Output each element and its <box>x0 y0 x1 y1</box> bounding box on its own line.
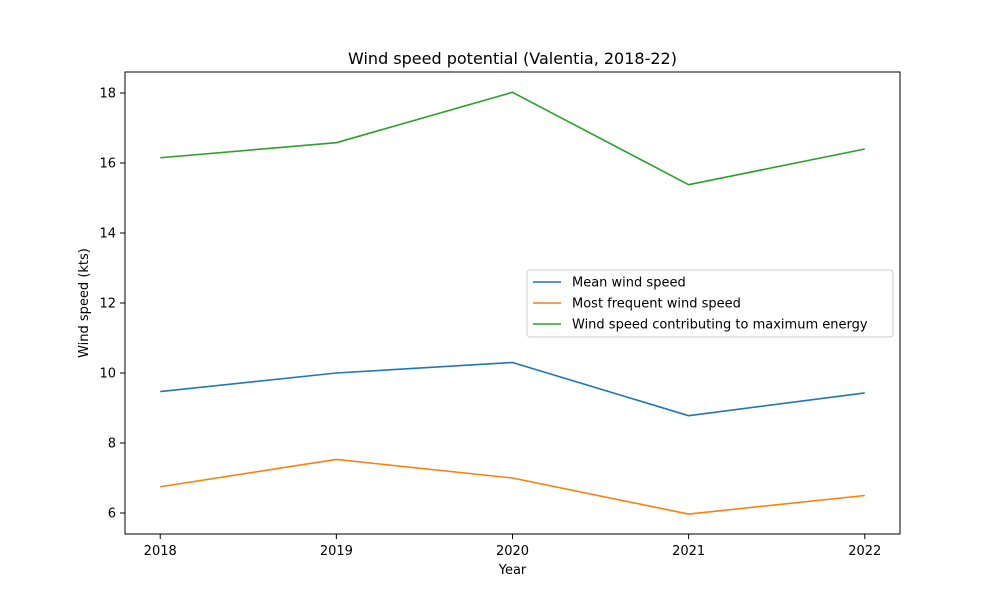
y-tick-label: 14 <box>99 227 116 242</box>
y-tick-label: 10 <box>99 367 116 382</box>
x-axis: 2018 2019 2020 2021 2022 <box>144 534 881 559</box>
y-tick-label: 6 <box>108 507 116 522</box>
series-line-wind-speed-contributing-to-maximum-energy <box>160 91 865 186</box>
legend: Mean wind speed Most frequent wind speed W… <box>526 269 894 338</box>
y-tick-label: 12 <box>99 297 116 312</box>
series-line-most-frequent-wind-speed <box>160 458 865 515</box>
legend-box <box>526 269 894 338</box>
legend-items: Mean wind speed Most frequent wind speed W… <box>533 276 868 333</box>
chart-title: Wind speed potential (Valentia, 2018-22) <box>348 49 677 68</box>
x-tick-label: 2018 <box>144 544 177 559</box>
x-tick-label: 2022 <box>848 544 881 559</box>
y-tick-label: 8 <box>108 437 116 452</box>
x-tick-label: 2020 <box>496 544 529 559</box>
x-tick-label: 2021 <box>672 544 705 559</box>
y-axis: 6 8 10 12 14 16 18 <box>99 87 125 522</box>
y-axis-label: Wind speed (kts) <box>77 248 92 358</box>
legend-label: Mean wind speed <box>572 276 686 291</box>
y-tick-label: 16 <box>99 157 116 172</box>
y-tick-label: 18 <box>99 87 116 102</box>
legend-label: Wind speed contributing to maximum energ… <box>572 318 868 333</box>
legend-label: Most frequent wind speed <box>572 297 741 312</box>
x-tick-label: 2019 <box>320 544 353 559</box>
series-layer <box>160 91 865 515</box>
x-axis-label: Year <box>498 563 527 578</box>
series-line-mean-wind-speed <box>160 361 865 417</box>
